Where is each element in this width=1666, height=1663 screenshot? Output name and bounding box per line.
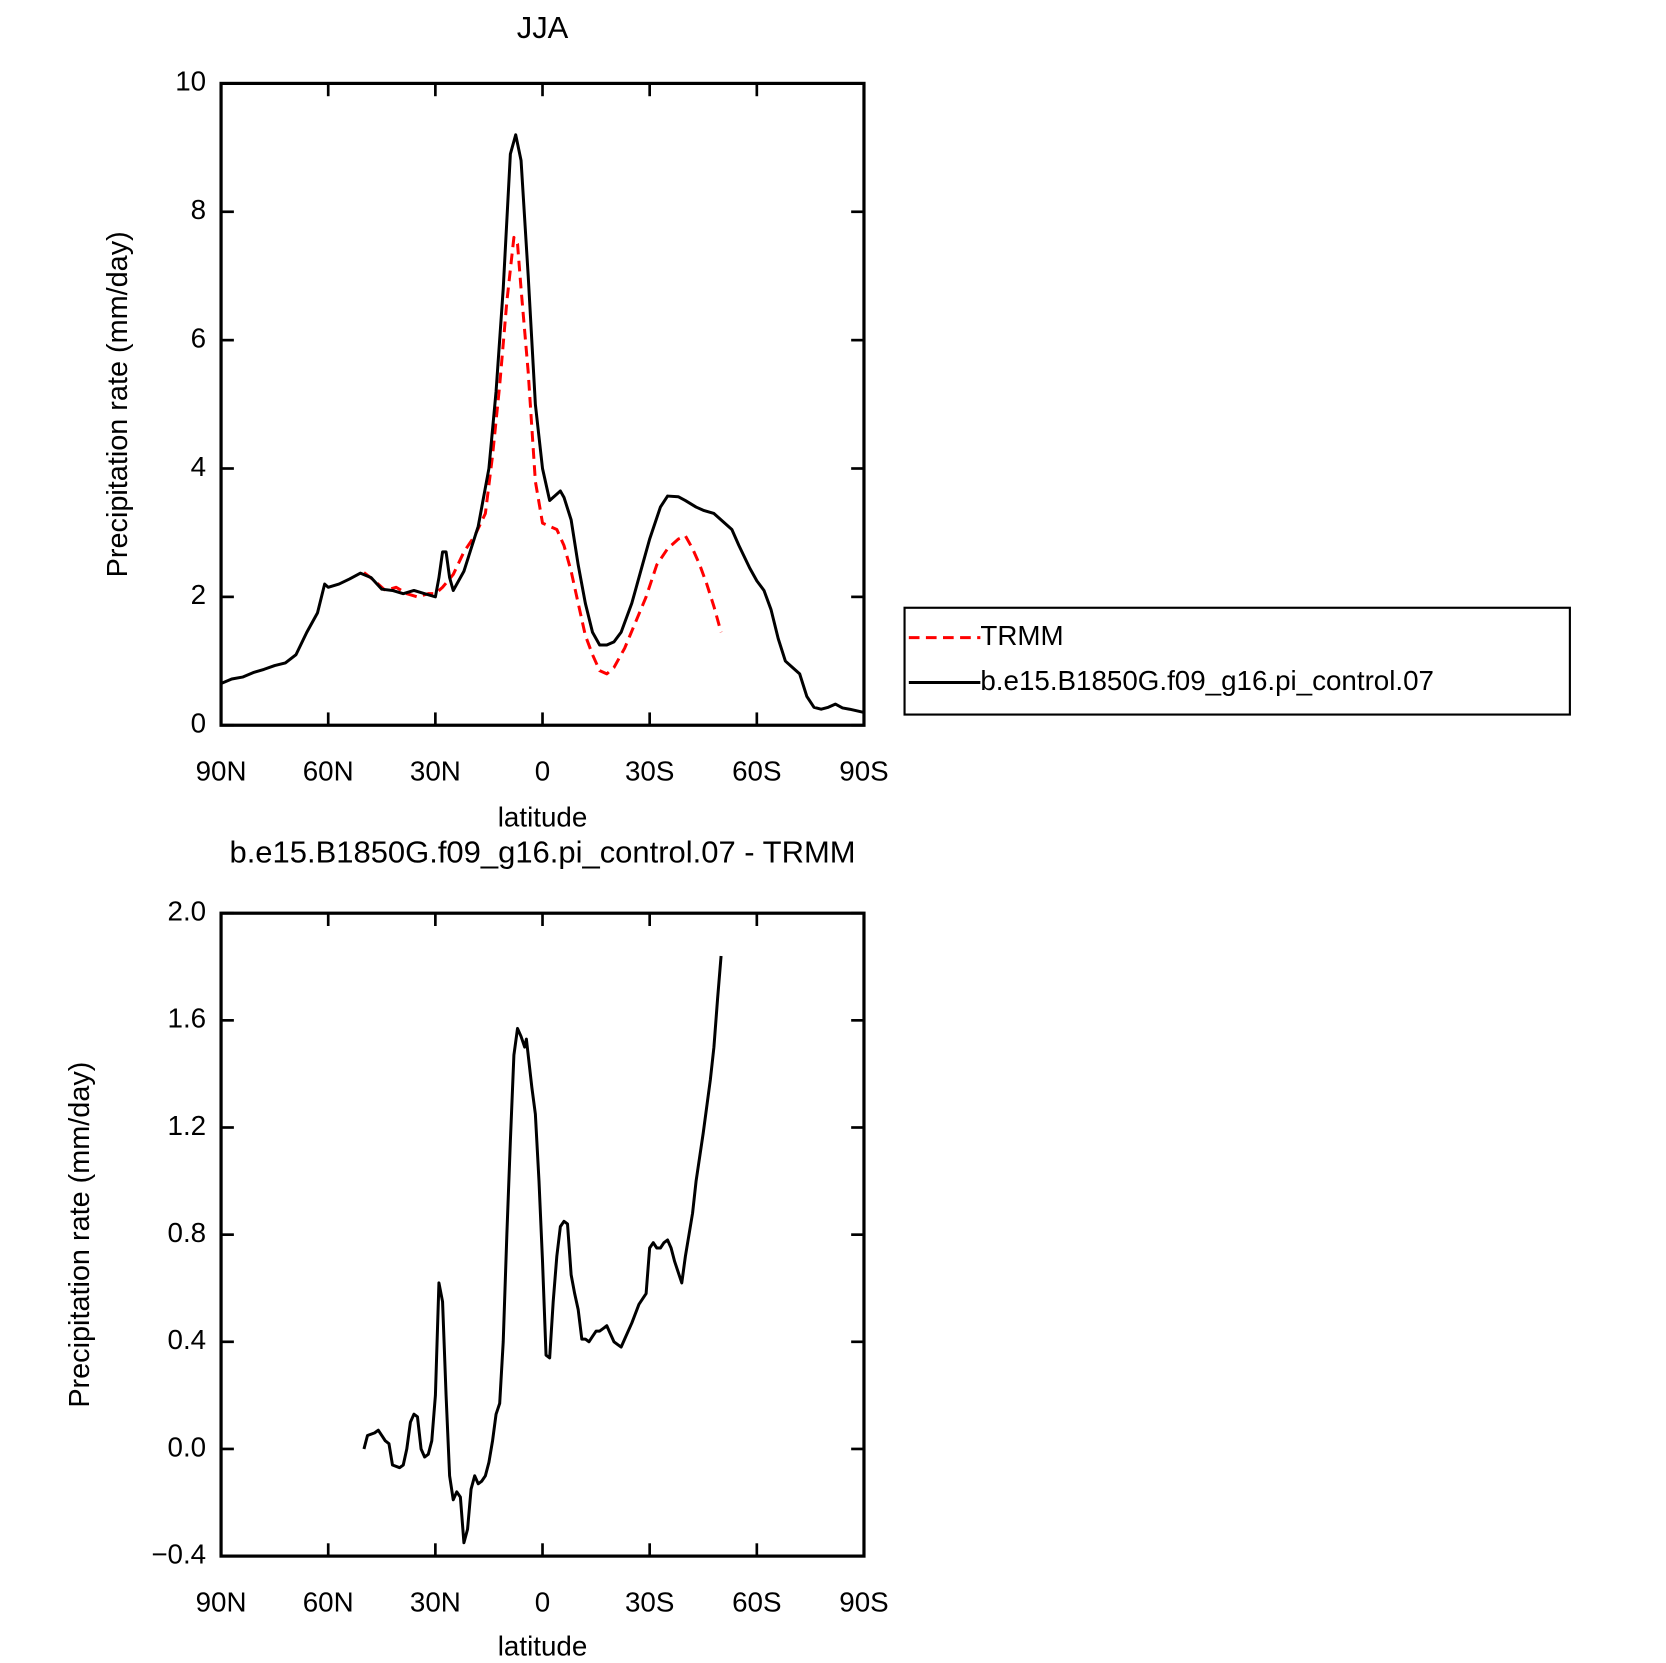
y-tick-label: 0.0	[168, 1431, 207, 1462]
legend-label: TRMM	[980, 620, 1063, 651]
legend-label: b.e15.B1850G.f09_g16.pi_control.07	[980, 665, 1434, 696]
y-tick-label: 1.6	[168, 1003, 207, 1034]
x-tick-label: 90N	[196, 756, 247, 787]
x-tick-label: 90S	[839, 756, 888, 787]
plot-frame	[219, 81, 866, 727]
y-tick-label: 4	[191, 451, 206, 482]
x-axis-label: latitude	[498, 1630, 587, 1661]
x-tick-label: 60S	[732, 756, 781, 787]
y-tick-label: 8	[191, 194, 206, 225]
x-tick-label: 90N	[196, 1586, 247, 1617]
x-tick-label: 30N	[410, 756, 461, 787]
x-tick-label: 30S	[625, 756, 674, 787]
y-tick-label: 1.2	[168, 1110, 207, 1141]
y-tick-label: 10	[175, 66, 206, 97]
chart-title: JJA	[517, 10, 569, 45]
y-tick-label: 0.4	[168, 1324, 207, 1355]
y-tick-label: 0	[191, 708, 206, 739]
legend-box	[903, 606, 1571, 716]
y-tick-label: 2	[191, 579, 206, 610]
y-axis-label: Precipitation rate (mm/day)	[102, 231, 134, 577]
x-tick-label: 90S	[839, 1586, 888, 1617]
x-tick-label: 30S	[625, 1586, 674, 1617]
x-axis-label: latitude	[498, 802, 587, 833]
x-tick-label: 0	[535, 756, 550, 787]
y-tick-label: 0.8	[168, 1217, 207, 1248]
data-line	[362, 955, 723, 1545]
x-tick-label: 30N	[410, 1586, 461, 1617]
chart-title: b.e15.B1850G.f09_g16.pi_control.07 - TRM…	[229, 835, 855, 870]
data-line	[363, 235, 723, 676]
x-tick-label: 0	[535, 1586, 550, 1617]
y-tick-label: 6	[191, 322, 206, 353]
plot-frame	[219, 911, 866, 1558]
y-tick-label: 2.0	[168, 896, 207, 927]
data-line	[220, 133, 865, 714]
x-tick-label: 60N	[303, 1586, 354, 1617]
x-tick-label: 60S	[732, 1586, 781, 1617]
x-tick-label: 60N	[303, 756, 354, 787]
y-axis-label: Precipitation rate (mm/day)	[64, 1062, 96, 1408]
y-tick-label: −0.4	[151, 1538, 206, 1569]
